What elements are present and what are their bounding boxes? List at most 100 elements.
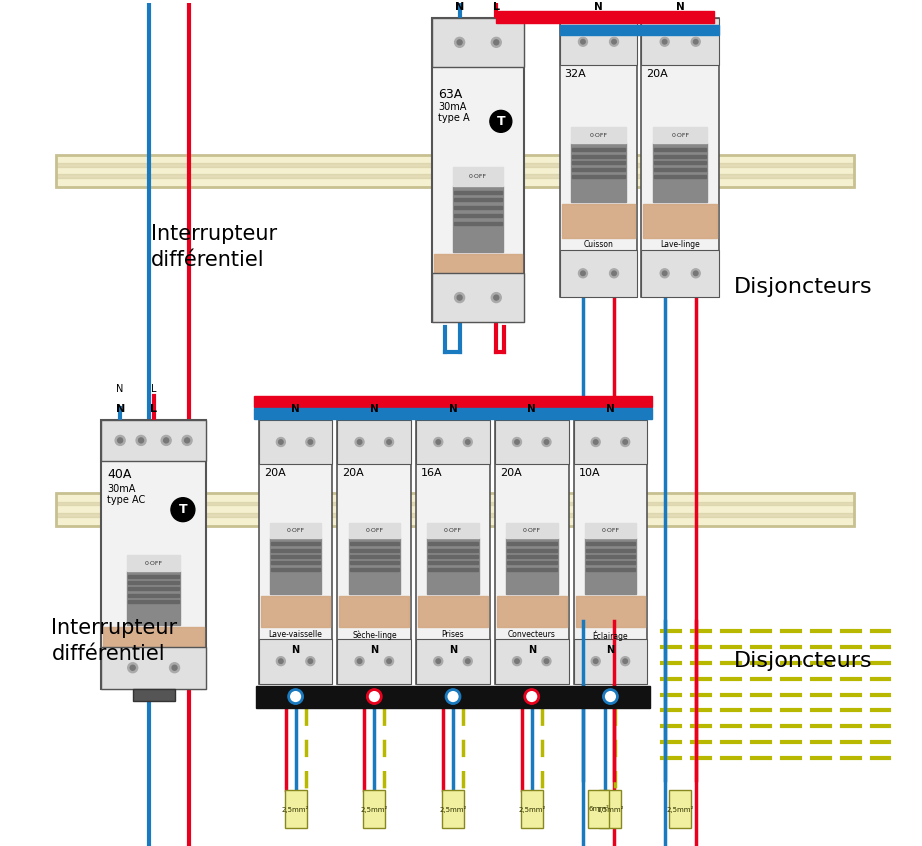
Circle shape <box>513 437 522 447</box>
Bar <box>585 562 635 564</box>
Text: N: N <box>371 645 378 656</box>
Bar <box>416 639 490 684</box>
Bar <box>573 162 625 164</box>
Text: 1,5mm²: 1,5mm² <box>597 805 624 813</box>
Circle shape <box>172 665 177 670</box>
Text: N: N <box>116 383 124 393</box>
Circle shape <box>604 689 618 704</box>
Text: N: N <box>291 404 300 414</box>
Circle shape <box>436 440 441 444</box>
Bar <box>349 542 399 546</box>
Circle shape <box>591 437 600 447</box>
Text: L: L <box>151 383 157 393</box>
Bar <box>573 420 647 684</box>
Bar <box>271 542 321 546</box>
Text: N: N <box>449 404 457 414</box>
Circle shape <box>384 437 394 447</box>
Circle shape <box>306 437 314 447</box>
Text: 20A: 20A <box>264 469 286 479</box>
Text: 0·OFF: 0·OFF <box>365 528 384 533</box>
Circle shape <box>609 37 619 47</box>
Circle shape <box>164 438 169 443</box>
Bar <box>259 420 333 464</box>
Circle shape <box>115 436 125 445</box>
Text: N: N <box>594 2 603 12</box>
Text: 0·OFF: 0·OFF <box>589 133 608 138</box>
Bar <box>254 408 652 419</box>
Bar <box>259 639 333 684</box>
Bar <box>575 596 645 628</box>
Bar <box>419 596 488 628</box>
Circle shape <box>128 662 137 673</box>
Bar <box>103 628 204 662</box>
Bar <box>349 523 400 538</box>
Circle shape <box>278 440 283 444</box>
Bar <box>349 555 399 558</box>
Circle shape <box>367 689 382 704</box>
Circle shape <box>355 656 364 666</box>
Bar <box>349 549 399 552</box>
Bar <box>416 420 490 684</box>
Bar <box>128 600 179 602</box>
Bar <box>654 148 706 151</box>
Circle shape <box>433 437 443 447</box>
Text: 2,5mm²: 2,5mm² <box>518 805 546 813</box>
Circle shape <box>278 659 283 663</box>
Circle shape <box>355 437 364 447</box>
Text: 20A: 20A <box>342 469 364 479</box>
Text: Prises: Prises <box>442 630 465 639</box>
Bar <box>337 420 411 464</box>
Text: N: N <box>676 2 684 12</box>
Circle shape <box>277 437 285 447</box>
Bar <box>56 155 854 188</box>
Circle shape <box>525 689 538 704</box>
Text: 0·OFF: 0·OFF <box>601 528 620 533</box>
Bar <box>573 155 625 157</box>
Bar <box>259 420 333 684</box>
Text: N: N <box>606 404 615 414</box>
Bar <box>585 555 635 558</box>
Bar <box>506 538 558 594</box>
Bar <box>428 562 478 564</box>
Bar <box>56 493 854 526</box>
Circle shape <box>118 438 123 443</box>
Text: T: T <box>179 503 187 516</box>
Circle shape <box>692 37 700 47</box>
Bar <box>349 568 399 571</box>
Bar <box>337 420 411 684</box>
Bar <box>337 639 411 684</box>
Bar <box>454 199 502 201</box>
Text: Interrupteur
différentiel: Interrupteur différentiel <box>151 224 278 271</box>
Text: N: N <box>115 404 124 414</box>
Text: Disjoncteurs: Disjoncteurs <box>734 277 872 297</box>
Bar <box>495 420 569 684</box>
Text: 63A: 63A <box>438 88 462 101</box>
Bar <box>506 523 558 538</box>
Circle shape <box>578 269 587 277</box>
Bar <box>133 689 174 700</box>
Text: 2,5mm²: 2,5mm² <box>361 805 388 813</box>
Circle shape <box>542 656 551 666</box>
Text: Convecteurs: Convecteurs <box>508 630 556 639</box>
Circle shape <box>693 40 698 44</box>
Bar <box>507 542 557 546</box>
Text: 20A: 20A <box>500 469 522 479</box>
Circle shape <box>693 271 698 276</box>
Text: N: N <box>370 404 379 414</box>
Circle shape <box>612 40 616 44</box>
Text: 20A: 20A <box>646 69 668 80</box>
Circle shape <box>455 37 465 47</box>
Bar <box>453 167 503 185</box>
Bar <box>669 790 692 828</box>
Bar <box>507 568 557 571</box>
Circle shape <box>161 436 171 445</box>
Text: type AC: type AC <box>107 495 146 505</box>
Bar <box>561 204 635 238</box>
Text: 0·OFF: 0·OFF <box>145 561 162 566</box>
Circle shape <box>308 440 313 444</box>
Circle shape <box>184 438 190 443</box>
Circle shape <box>384 656 394 666</box>
Circle shape <box>358 659 361 663</box>
Circle shape <box>457 295 462 300</box>
Circle shape <box>466 440 470 444</box>
